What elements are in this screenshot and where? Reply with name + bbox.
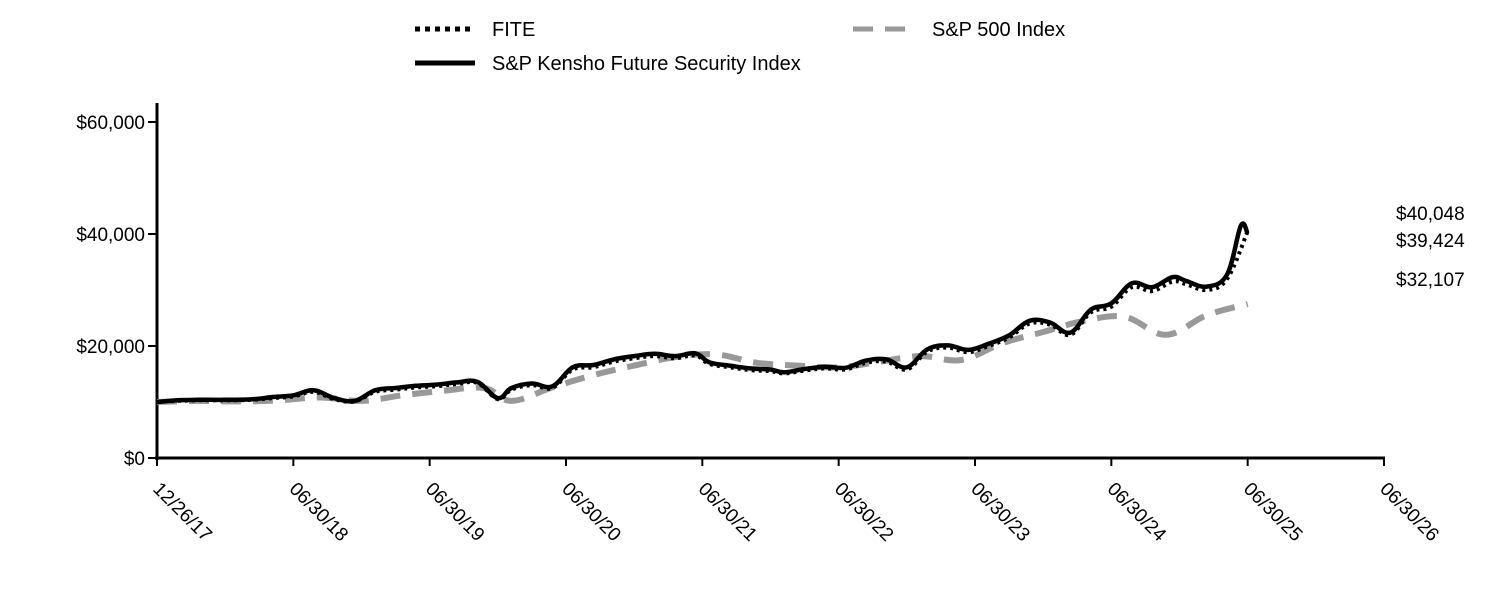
end-labels: $40,048 $39,424 $32,107 xyxy=(1396,204,1465,291)
y-tick-label: $40,000 xyxy=(76,225,145,246)
legend-item-kensho: S&P Kensho Future Security Index xyxy=(415,53,801,75)
legend: FITE S&P 500 Index S&P Kensho Future Sec… xyxy=(415,19,1065,75)
legend-item-fite: FITE xyxy=(415,19,535,41)
x-tick-label: 06/30/19 xyxy=(421,479,488,546)
legend-label-fite: FITE xyxy=(492,19,535,41)
x-tick-label: 06/30/23 xyxy=(966,479,1033,546)
y-tick-label: $60,000 xyxy=(76,113,145,134)
x-tick-label: 06/30/26 xyxy=(1375,479,1442,546)
series-layer xyxy=(156,221,1250,405)
legend-label-sp500: S&P 500 Index xyxy=(932,19,1065,41)
x-axis-ticks: 12/26/17 06/30/18 06/30/19 06/30/20 06/30/21… xyxy=(148,458,1443,546)
y-tick-label: $0 xyxy=(124,449,145,470)
legend-item-sp500: S&P 500 Index xyxy=(853,19,1065,41)
x-tick-label: 06/30/25 xyxy=(1239,479,1306,546)
y-axis-ticks: $0 $20,000 $40,000 $60,000 xyxy=(76,113,157,470)
series-line-s-p-kensho-future-security-index xyxy=(156,221,1250,405)
legend-label-kensho: S&P Kensho Future Security Index xyxy=(492,53,801,75)
x-tick-label: 06/30/20 xyxy=(557,479,624,546)
x-tick-label: 06/30/24 xyxy=(1103,479,1170,546)
x-tick-label: 12/26/17 xyxy=(148,479,215,546)
y-tick-label: $20,000 xyxy=(76,337,145,358)
end-label-s-p-500-index: $32,107 xyxy=(1396,270,1465,291)
end-label-s-p-kensho-future-security-index: $40,048 xyxy=(1396,204,1465,225)
x-tick-label: 06/30/22 xyxy=(830,479,897,546)
x-tick-label: 06/30/21 xyxy=(694,479,761,546)
x-tick-label: 06/30/18 xyxy=(285,479,352,546)
end-label-fite: $39,424 xyxy=(1396,231,1465,252)
